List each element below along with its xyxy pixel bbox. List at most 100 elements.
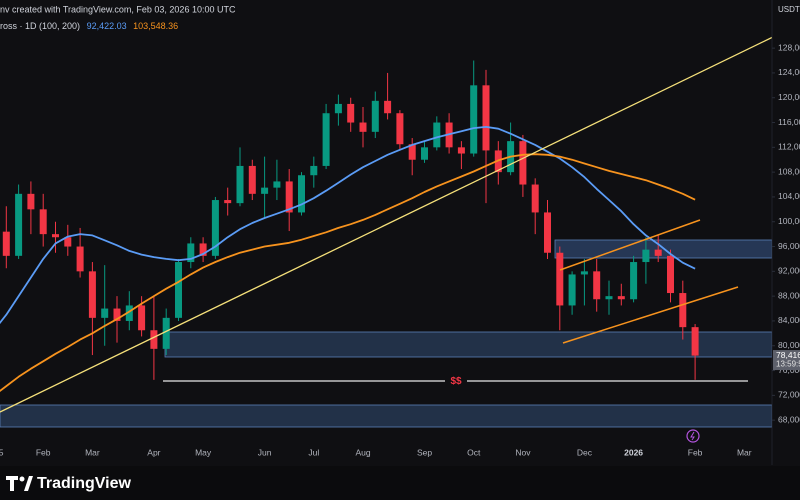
marks (0, 60, 699, 392)
candle-body (27, 193, 35, 210)
last-price-box (773, 350, 800, 371)
candle-body (224, 200, 232, 204)
x-tick-label: Feb (36, 447, 51, 457)
candle-body (199, 243, 207, 256)
y-tick-label: 108,000 (778, 166, 800, 176)
credit: nv created with TradingView.com, Feb 03,… (0, 4, 236, 14)
candle-body (359, 122, 367, 132)
countdown: 13:59:51 (776, 360, 800, 369)
candle-body (457, 147, 465, 154)
annotation-bg (445, 375, 467, 387)
candle-body (433, 122, 441, 148)
candle-body (138, 305, 146, 331)
candle-body (654, 249, 662, 256)
x-tick-label: May (195, 447, 212, 457)
x-tick-label: 2026 (624, 447, 643, 457)
candle-body (52, 234, 59, 238)
drawings: $$ (0, 35, 776, 443)
moving-average (0, 126, 696, 325)
candle-body (482, 85, 490, 151)
x-tick-label: Jul (308, 447, 319, 457)
logo-mark (6, 476, 18, 491)
y-tick-label: 96,000 (778, 241, 800, 251)
support-zone (164, 331, 773, 358)
candle-body (630, 262, 638, 300)
legend: ross · 1D (100, 200) 92,422.03 103,548.3… (0, 21, 178, 31)
x-tick-label: Aug (355, 447, 370, 457)
y-tick-label: 124,000 (778, 67, 800, 77)
candle-body (568, 274, 576, 306)
logo-dot (19, 476, 25, 482)
legend-label: ross · 1D (100, 200) (0, 21, 80, 31)
legend-ma200: 103,548.36 (133, 21, 178, 31)
price-axis: 68,00072,00076,00080,00084,00088,00092,0… (772, 42, 800, 424)
candle-body (371, 100, 379, 132)
y-tick-label: 80,000 (778, 340, 800, 350)
price-axis-bg (772, 0, 800, 465)
x-tick-label: Nov (515, 447, 531, 457)
candle-body (531, 184, 539, 213)
candle-body (88, 271, 96, 318)
candle-body (384, 100, 392, 114)
candle-body (76, 246, 84, 272)
candle-body (593, 271, 601, 300)
candle-body (617, 296, 625, 300)
y-tick-label: 84,000 (778, 315, 800, 325)
x-tick-label: 2025 (0, 447, 4, 457)
x-tick-label: Jun (258, 447, 272, 457)
candle-body (396, 113, 404, 145)
candle-body (556, 252, 564, 306)
candle-body (605, 296, 613, 300)
candle-body (211, 200, 219, 256)
candle-body (187, 243, 195, 263)
x-tick-label: Oct (467, 447, 481, 457)
candle-body (667, 255, 674, 294)
legend-ma100: 92,422.03 (87, 21, 127, 31)
y-tick-label: 88,000 (778, 290, 800, 300)
x-tick-label: Feb (688, 447, 703, 457)
demand-zone (0, 404, 773, 428)
candle-body (2, 231, 10, 256)
event-icon[interactable] (686, 429, 700, 443)
candle-body (679, 293, 687, 328)
x-tick-label: Sep (417, 447, 432, 457)
candle-body (175, 262, 182, 318)
event-bolt (690, 431, 695, 441)
candle-body (322, 113, 330, 166)
candle-body (150, 330, 158, 349)
y-tick-label: 128,000 (778, 42, 800, 52)
zones (0, 239, 773, 428)
footer (0, 466, 800, 500)
y-tick-label: 92,000 (778, 266, 800, 276)
annotation: $$ (450, 376, 462, 387)
moving-average (0, 153, 696, 392)
candle-body (113, 308, 121, 321)
candle-body (248, 165, 256, 194)
candle-body (642, 249, 650, 263)
candle-body (15, 193, 23, 256)
x-tick-label: Mar (737, 447, 752, 457)
candle-body (64, 237, 72, 247)
candle-body (470, 85, 478, 154)
x-tick-label: Dec (577, 447, 593, 457)
candle-body (310, 165, 318, 176)
candle-body (273, 181, 281, 188)
candle-body (261, 187, 269, 194)
y-tick-label: 100,000 (778, 216, 800, 226)
candle-body (285, 181, 293, 213)
y-tick-label: 68,000 (778, 414, 800, 424)
brand-logo: TradingView (6, 475, 132, 492)
candle-body (544, 212, 551, 253)
candle-body (39, 209, 47, 235)
candle-body (421, 147, 428, 160)
time-axis: 2025 Feb Mar Apr May Jun Jul Aug Sep Oct Nov Dec 202… (0, 447, 752, 457)
y-tick-label: 104,000 (778, 191, 800, 201)
trendline (0, 35, 776, 413)
channel-lower (562, 286, 739, 344)
candle-body (236, 165, 244, 204)
logo-slash (24, 476, 33, 491)
y-tick-label: 112,000 (778, 142, 800, 152)
candle-body (691, 327, 699, 356)
